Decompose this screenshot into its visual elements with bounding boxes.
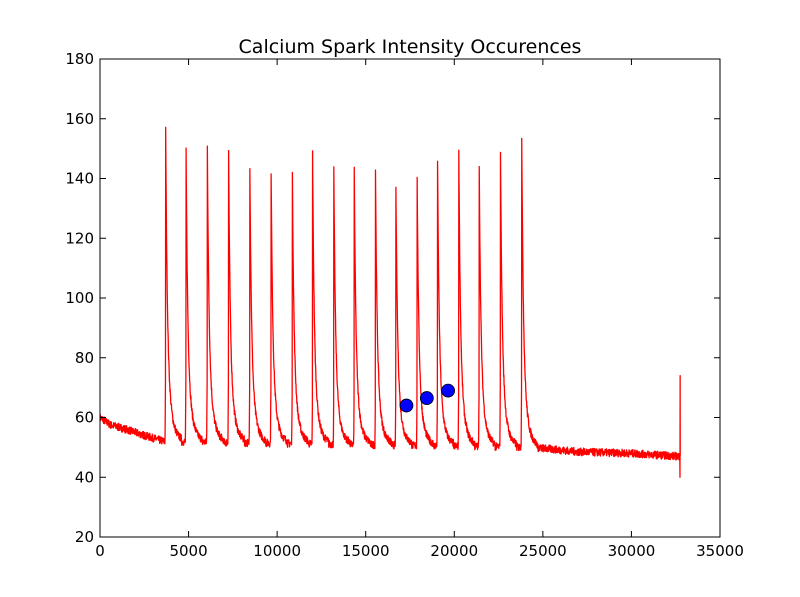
data-point-marker (399, 398, 414, 413)
y-tick-label: 100 (65, 289, 94, 307)
axes: 0 5000 10000 15000 20000 25000 30000 35000 20 40 6… (65, 50, 744, 560)
x-tick-label: 30000 (608, 542, 656, 560)
plot-area (100, 126, 681, 478)
y-tick-label: 80 (75, 349, 94, 367)
y-tick-label: 40 (75, 468, 94, 486)
x-tick-label: 15000 (342, 542, 390, 560)
y-tick-label: 120 (65, 229, 94, 247)
x-tick-label: 0 (95, 542, 105, 560)
chart-title: Calcium Spark Intensity Occurences (239, 36, 582, 58)
x-tick-label: 20000 (430, 542, 478, 560)
x-tick-label: 35000 (696, 542, 744, 560)
x-tick-label: 25000 (519, 542, 567, 560)
data-point-marker (441, 383, 455, 398)
y-tick-label: 160 (65, 110, 94, 128)
y-tick-label: 20 (75, 528, 94, 546)
y-tick-label: 180 (65, 50, 94, 68)
signal-line (100, 126, 681, 478)
data-point-marker (419, 391, 434, 405)
x-tick-label: 10000 (253, 542, 301, 560)
y-tick-label: 60 (75, 409, 94, 427)
x-tick-label: 5000 (169, 542, 207, 560)
y-tick-label: 140 (65, 170, 94, 188)
